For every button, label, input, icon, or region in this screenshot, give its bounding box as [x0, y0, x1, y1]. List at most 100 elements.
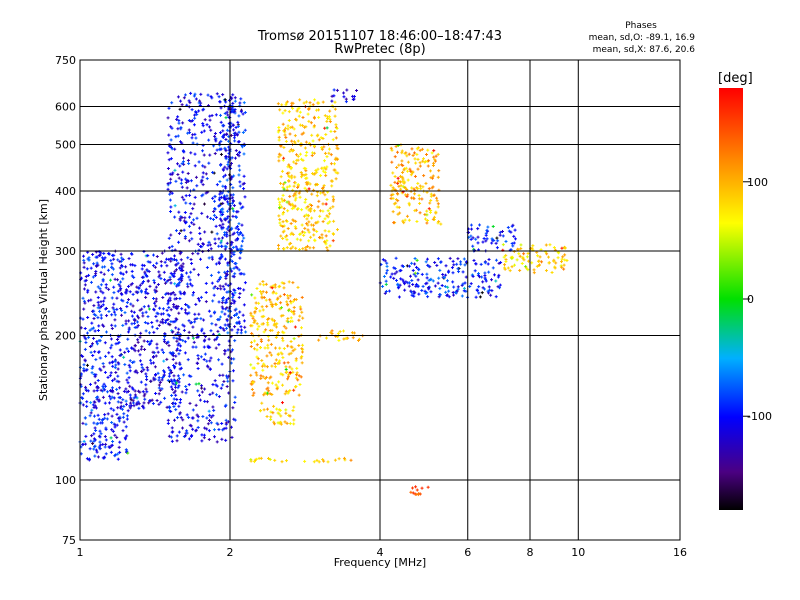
data-point [211, 299, 215, 303]
data-point [97, 350, 101, 354]
data-point [180, 277, 184, 281]
data-point [233, 96, 237, 100]
data-point [207, 409, 211, 413]
data-point [120, 293, 124, 297]
data-point [242, 236, 246, 240]
data-point [101, 291, 105, 295]
data-point [146, 279, 150, 283]
data-point [84, 422, 88, 426]
data-point [167, 374, 171, 378]
data-point [167, 158, 171, 162]
data-point [194, 428, 198, 432]
data-point [181, 170, 185, 174]
data-point [163, 320, 167, 324]
data-point [167, 133, 171, 137]
data-point [196, 367, 200, 371]
data-point [97, 324, 101, 328]
data-point [220, 305, 224, 309]
data-point [173, 254, 177, 258]
data-point [86, 389, 90, 393]
data-point [234, 262, 238, 266]
data-point [83, 336, 87, 340]
data-point [214, 113, 218, 117]
data-point [113, 324, 117, 328]
data-point [181, 149, 185, 153]
data-point [93, 375, 97, 379]
data-point [173, 383, 177, 387]
data-point [170, 292, 174, 296]
data-point [168, 181, 172, 185]
data-point [213, 207, 217, 211]
data-point [89, 411, 93, 415]
data-point [141, 404, 145, 408]
data-point [87, 256, 91, 260]
data-point [90, 434, 94, 438]
data-point [95, 340, 99, 344]
data-point [97, 445, 101, 449]
data-point [129, 252, 133, 256]
data-point [132, 404, 136, 408]
data-point [236, 124, 240, 128]
data-point [143, 392, 147, 396]
data-point [186, 336, 190, 340]
data-point [158, 380, 162, 384]
data-point [174, 229, 178, 233]
data-point [233, 133, 237, 137]
data-point [140, 363, 144, 367]
data-point [94, 358, 98, 362]
data-point [177, 266, 181, 270]
data-point [150, 325, 154, 329]
data-point [172, 336, 176, 340]
data-point [85, 400, 89, 404]
data-point [231, 348, 235, 352]
data-point [144, 290, 148, 294]
data-point [217, 262, 221, 266]
data-point [104, 283, 108, 287]
data-point [194, 345, 198, 349]
data-point [163, 281, 167, 285]
data-point [238, 292, 242, 296]
data-point [115, 387, 119, 391]
data-point [156, 283, 160, 287]
data-point [123, 363, 127, 367]
data-point [92, 421, 96, 425]
data-point [234, 226, 238, 230]
data-point [99, 316, 103, 320]
data-point [85, 267, 89, 271]
data-point [169, 320, 173, 324]
data-point [184, 177, 188, 181]
data-point [178, 411, 182, 415]
data-point [224, 272, 228, 276]
data-point [186, 131, 190, 135]
data-point [172, 397, 176, 401]
data-point [224, 403, 228, 407]
data-point [174, 135, 178, 139]
data-point [140, 281, 144, 285]
data-point [136, 349, 140, 353]
data-point [126, 284, 130, 288]
data-point [111, 364, 115, 368]
data-point [214, 215, 218, 219]
data-point [108, 374, 112, 378]
data-point [173, 215, 177, 219]
data-point [175, 434, 179, 438]
data-point [203, 165, 207, 169]
data-point [154, 391, 158, 395]
data-point [215, 232, 219, 236]
data-point [178, 361, 182, 365]
data-point [116, 374, 120, 378]
data-point [125, 305, 129, 309]
data-point [207, 256, 211, 260]
data-point [225, 132, 229, 136]
data-point [96, 378, 100, 382]
data-point [182, 198, 186, 202]
data-point [131, 387, 135, 391]
data-point [171, 273, 175, 277]
data-point [182, 328, 186, 332]
data-point [110, 253, 114, 257]
data-point [109, 444, 113, 448]
data-point [241, 131, 245, 135]
data-point [155, 327, 159, 331]
data-point [92, 414, 96, 418]
data-point [103, 416, 107, 420]
